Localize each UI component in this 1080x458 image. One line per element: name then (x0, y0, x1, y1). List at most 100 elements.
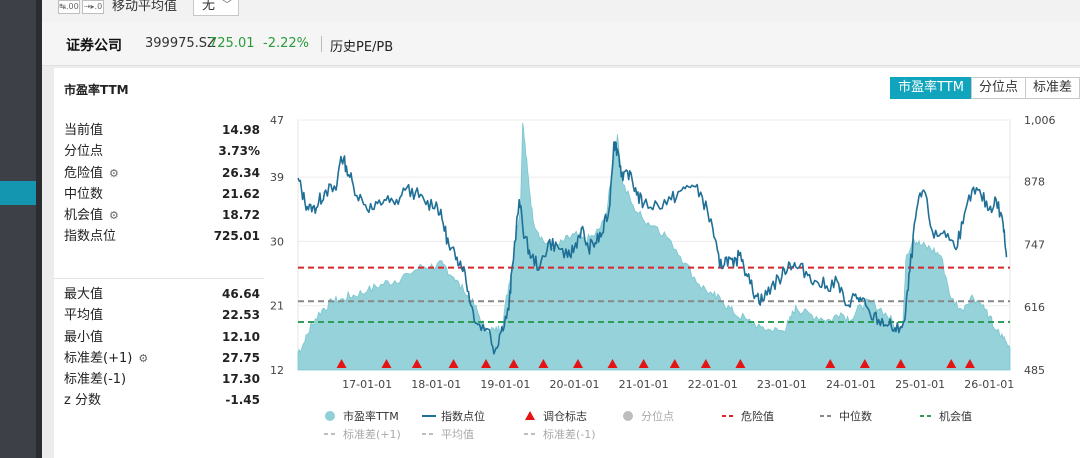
rebalance-marker (381, 359, 392, 368)
stat-value: 26.34 (222, 165, 260, 180)
stat-row: 机会值 ⚙ 18.72 (64, 205, 260, 226)
stat-key: 标准差(-1) (64, 372, 127, 388)
legend-label: 危险值 (741, 409, 774, 423)
x-tick-label: 17-01-01 (342, 378, 392, 391)
legend-label: 指数点位 (441, 409, 485, 423)
legend-item[interactable]: 中位数 (820, 409, 872, 423)
valuation-panel: 市盈率TTM 市盈率TTM 分位点 标准差 当前值 14.98 分位点 3.73% 危险… (54, 68, 1080, 458)
moving-average-label: 移动平均值 (112, 0, 178, 14)
legend-item[interactable]: 机会值 (920, 409, 972, 423)
y-right-tick-label: 747 (1024, 238, 1045, 251)
legend-label: 机会值 (939, 409, 972, 423)
y-right-tick-label: 616 (1024, 301, 1045, 314)
x-tick-label: 25-01-01 (895, 378, 945, 391)
legend-item[interactable]: 平均值 (422, 428, 474, 441)
legend-item[interactable]: 分位点 (623, 409, 674, 423)
stat-value: 22.53 (222, 308, 260, 323)
stat-row: 分位点 3.73% (64, 141, 260, 162)
stat-value: 27.75 (222, 350, 260, 365)
legend-item[interactable]: 危险值 (722, 409, 774, 423)
legend-label: 平均值 (441, 428, 474, 441)
x-tick-label: 26-01-01 (964, 378, 1014, 391)
legend-label: 标准差(+1) (343, 427, 401, 441)
stats-current: 当前值 14.98 分位点 3.73% 危险值 ⚙ 26.34 中位数 21.62 机会值 ⚙ 18.… (64, 120, 260, 248)
legend-label: 市盈率TTM (343, 409, 399, 423)
pe-chart: 12 21 30 39 47 485 616 747 878 1,006 17-01-01 18-01… (270, 114, 1056, 441)
pe-area-layer (297, 122, 1011, 371)
stat-row: 最小值 12.10 (64, 327, 260, 348)
rebalance-marker (607, 359, 618, 368)
stat-row: 标准差(+1) ⚙ 27.75 (64, 348, 260, 369)
rebalance-marker (411, 359, 422, 368)
sidebar-active-tab[interactable] (0, 181, 36, 205)
legend-label: 中位数 (839, 409, 872, 423)
stats-divider (54, 278, 264, 279)
index-points-line (297, 141, 1008, 355)
rebalance-marker (336, 359, 347, 368)
stat-key: 当前值 (64, 123, 104, 138)
rebalance-markers-layer (336, 359, 975, 368)
stat-key: 最小值 (64, 329, 104, 345)
rebalance-marker (859, 359, 870, 368)
index-price: 725.01 (209, 36, 255, 51)
stat-row: z 分数 -1.45 (64, 390, 260, 411)
pe-ttm-area (297, 122, 1011, 371)
stat-key: 标准差(+1) ⚙ (64, 348, 148, 369)
legend-item[interactable]: 标准差(+1) (324, 427, 401, 441)
stat-key: 机会值 ⚙ (64, 205, 119, 226)
x-tick-label: 19-01-01 (480, 378, 530, 391)
metric-button-group: 市盈率TTM 分位点 标准差 (890, 77, 1080, 99)
metric-button-percentile[interactable]: 分位点 (970, 77, 1026, 99)
y-left-tick-label: 39 (270, 171, 284, 184)
metric-button-stddev[interactable]: 标准差 (1024, 77, 1080, 99)
left-sidebar (0, 0, 42, 458)
sidebar-edge (36, 0, 42, 458)
chevron-down-icon: ﹀ (222, 0, 232, 11)
stat-value: 21.62 (222, 186, 260, 201)
stat-value: 17.30 (222, 372, 260, 387)
rebalance-marker (448, 359, 459, 368)
rebalance-marker (638, 359, 649, 368)
gear-icon[interactable]: ⚙ (138, 351, 149, 365)
legend-item[interactable]: 调仓标志 (525, 409, 587, 423)
rebalance-marker (538, 359, 549, 368)
metric-button-pe[interactable]: 市盈率TTM (890, 77, 972, 99)
y-left-tick-label: 47 (270, 114, 284, 127)
legend-label: 标准差(-1) (543, 427, 596, 441)
header-divider (321, 36, 322, 52)
y-left-tick-label: 30 (270, 235, 284, 248)
gear-icon[interactable]: ⚙ (109, 166, 119, 180)
index-name: 证券公司 (66, 38, 122, 54)
rebalance-marker (700, 359, 711, 368)
rebalance-marker (964, 359, 975, 368)
rebalance-marker (572, 359, 583, 368)
y-left-tick-label: 12 (270, 364, 284, 377)
y-right-tick-label: 878 (1024, 175, 1045, 188)
decimal-decrease-icon[interactable]: ↹.00 (58, 0, 80, 14)
legend-item[interactable]: 指数点位 (422, 409, 485, 423)
x-tick-label: 21-01-01 (619, 378, 669, 391)
stat-row: 中位数 21.62 (64, 184, 260, 205)
legend-item[interactable]: 市盈率TTM (325, 409, 399, 423)
gear-icon[interactable]: ⚙ (109, 209, 119, 223)
stat-row: 标准差(-1) 17.30 (64, 369, 260, 390)
legend-item[interactable]: 标准差(-1) (524, 427, 596, 441)
y-right-tick-label: 1,006 (1024, 114, 1056, 127)
y-left-tick-label: 21 (270, 300, 284, 313)
legend-label: 调仓标志 (543, 409, 587, 423)
stat-value: 12.10 (222, 329, 260, 344)
tab-history-pe-pb[interactable]: 历史PE/PB (330, 40, 394, 55)
stat-key: 危险值 ⚙ (64, 163, 119, 184)
index-line-layer (297, 141, 1008, 355)
moving-average-select[interactable]: 无 ﹀ (193, 0, 239, 16)
decimal-increase-icon[interactable]: ⇢▸.0 (82, 0, 104, 14)
legend-dot-icon (623, 411, 633, 421)
rebalance-marker (895, 359, 906, 368)
stat-value: 3.73% (218, 144, 260, 159)
stat-value: 725.01 (213, 229, 260, 244)
stat-row: 最大值 46.64 (64, 284, 260, 305)
stat-key: 最大值 (64, 287, 104, 302)
rebalance-marker (825, 359, 836, 368)
x-tick-label: 18-01-01 (411, 378, 461, 391)
y-right-tick-label: 485 (1024, 364, 1045, 377)
